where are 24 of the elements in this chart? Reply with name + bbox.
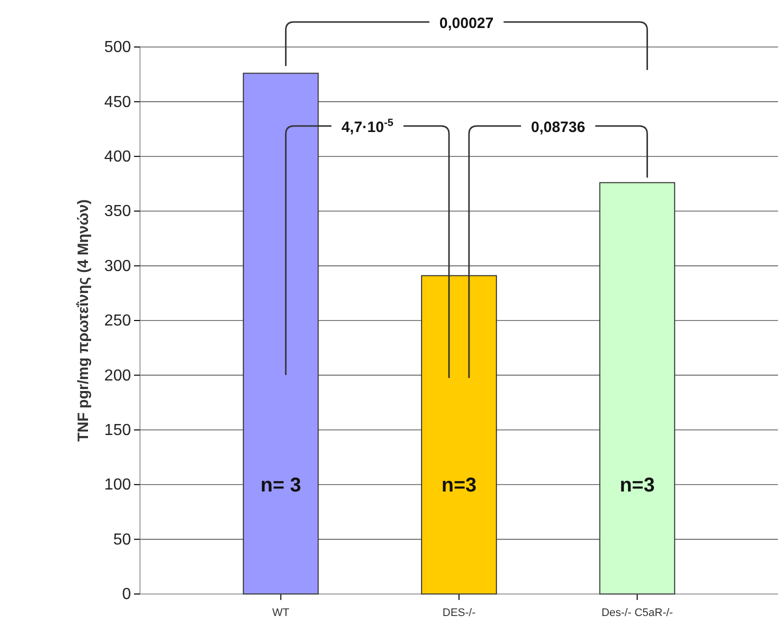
x-tick-label: DES-/- [442,607,476,620]
text: 0,00027 [439,15,494,32]
y-tick-label: 50 [113,531,132,548]
bar [242,72,319,594]
annotation: 0,08736 [530,119,586,136]
y-tick-label: 300 [104,258,132,275]
y-tick-label: 0 [122,586,132,604]
y-tick-label: 100 [104,476,132,494]
annotation: n=3 [441,474,477,497]
y-tick-label: 500 [104,39,132,56]
y-tick-label: 450 [104,94,132,111]
bar [599,182,676,594]
x-tick-label: WT [272,607,290,620]
y-tick-label: 250 [104,312,132,330]
x-tick-label: Des-/- C5aR-/- [601,607,674,620]
y-tick-label: 400 [104,148,132,166]
y-tick-label: 200 [104,367,132,384]
y-tick-label: 350 [104,203,132,220]
y-axis-title: TNF pgr/mg πρωτεΐνης (4 Μηνών) [75,199,92,442]
annotation: 4,7·10$^{-5}$ [341,117,394,136]
y-tick-label: 150 [104,422,132,440]
annotation: n=3 [620,474,655,497]
annotation: n= 3 [260,474,302,497]
bar [421,275,497,594]
